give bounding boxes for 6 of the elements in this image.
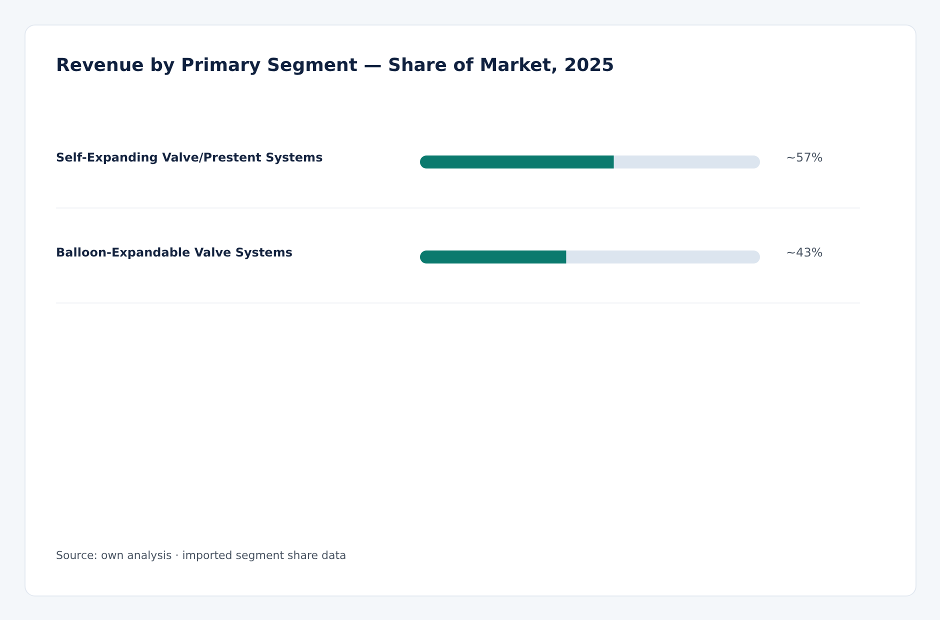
- chart-title: Revenue by Primary Segment — Share of Market, 2025: [56, 55, 614, 76]
- source-note: Source: own analysis · imported segment share data: [56, 549, 346, 562]
- data-label: ~57%: [786, 150, 823, 164]
- data-label: ~43%: [786, 245, 823, 260]
- y-tick-label: Balloon-Expandable Valve Systems: [56, 245, 292, 260]
- y-tick-label: Self-Expanding Valve/Prestent Systems: [56, 150, 323, 164]
